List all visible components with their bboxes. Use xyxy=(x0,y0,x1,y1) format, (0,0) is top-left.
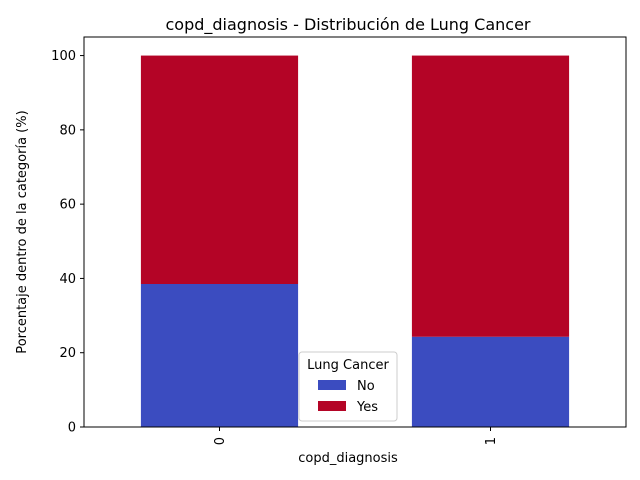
bar-no-0 xyxy=(140,284,299,427)
y-axis-label: Porcentaje dentro de la categoría (%) xyxy=(15,110,30,353)
bars-group xyxy=(140,55,570,427)
y-axis: 0 20 40 60 80 100 xyxy=(51,49,84,436)
legend-swatch-no xyxy=(318,380,346,390)
legend-swatch-yes xyxy=(318,401,346,411)
x-axis-label: copd_diagnosis xyxy=(298,451,398,466)
bar-no-1 xyxy=(411,336,570,427)
legend: Lung Cancer No Yes xyxy=(298,351,398,422)
y-tick-label: 0 xyxy=(68,421,76,436)
y-tick-label: 40 xyxy=(59,272,76,287)
y-tick-label: 80 xyxy=(59,123,76,138)
legend-label-yes: Yes xyxy=(356,400,378,415)
chart-title: copd_diagnosis - Distribución de Lung Ca… xyxy=(166,15,531,35)
legend-title: Lung Cancer xyxy=(307,358,389,373)
x-tick-label: 1 xyxy=(484,437,499,445)
y-tick-label: 60 xyxy=(59,198,76,213)
y-tick-label: 100 xyxy=(51,49,76,64)
legend-entries: No Yes xyxy=(318,379,378,415)
legend-label-no: No xyxy=(357,379,375,394)
bar-yes-0 xyxy=(140,55,299,284)
bar-yes-1 xyxy=(411,55,570,337)
y-tick-label: 20 xyxy=(59,346,76,361)
x-tick-label: 0 xyxy=(213,437,228,445)
plot-frame xyxy=(83,36,627,428)
